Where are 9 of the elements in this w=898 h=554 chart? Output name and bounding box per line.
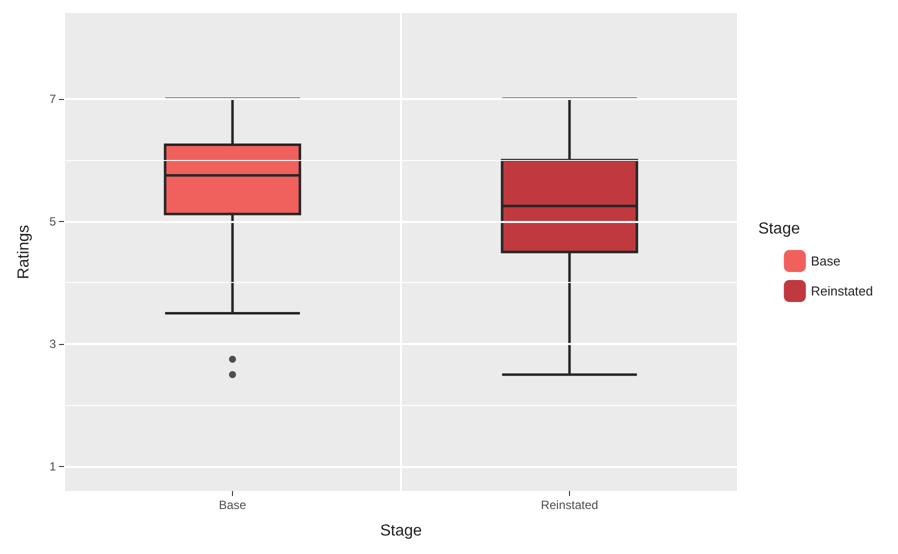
- x-axis-title: Stage: [380, 522, 422, 540]
- y-tick-label: 7: [49, 92, 56, 106]
- legend-label: Reinstated: [810, 284, 874, 298]
- legend-title: Stage: [758, 220, 800, 238]
- y-tick-label: 1: [49, 459, 56, 474]
- y-tick-label: 3: [49, 336, 56, 351]
- y-axis-title: Ratings: [16, 224, 32, 280]
- y-tick-label: 5: [49, 214, 56, 228]
- legend-label: Base: [810, 254, 840, 268]
